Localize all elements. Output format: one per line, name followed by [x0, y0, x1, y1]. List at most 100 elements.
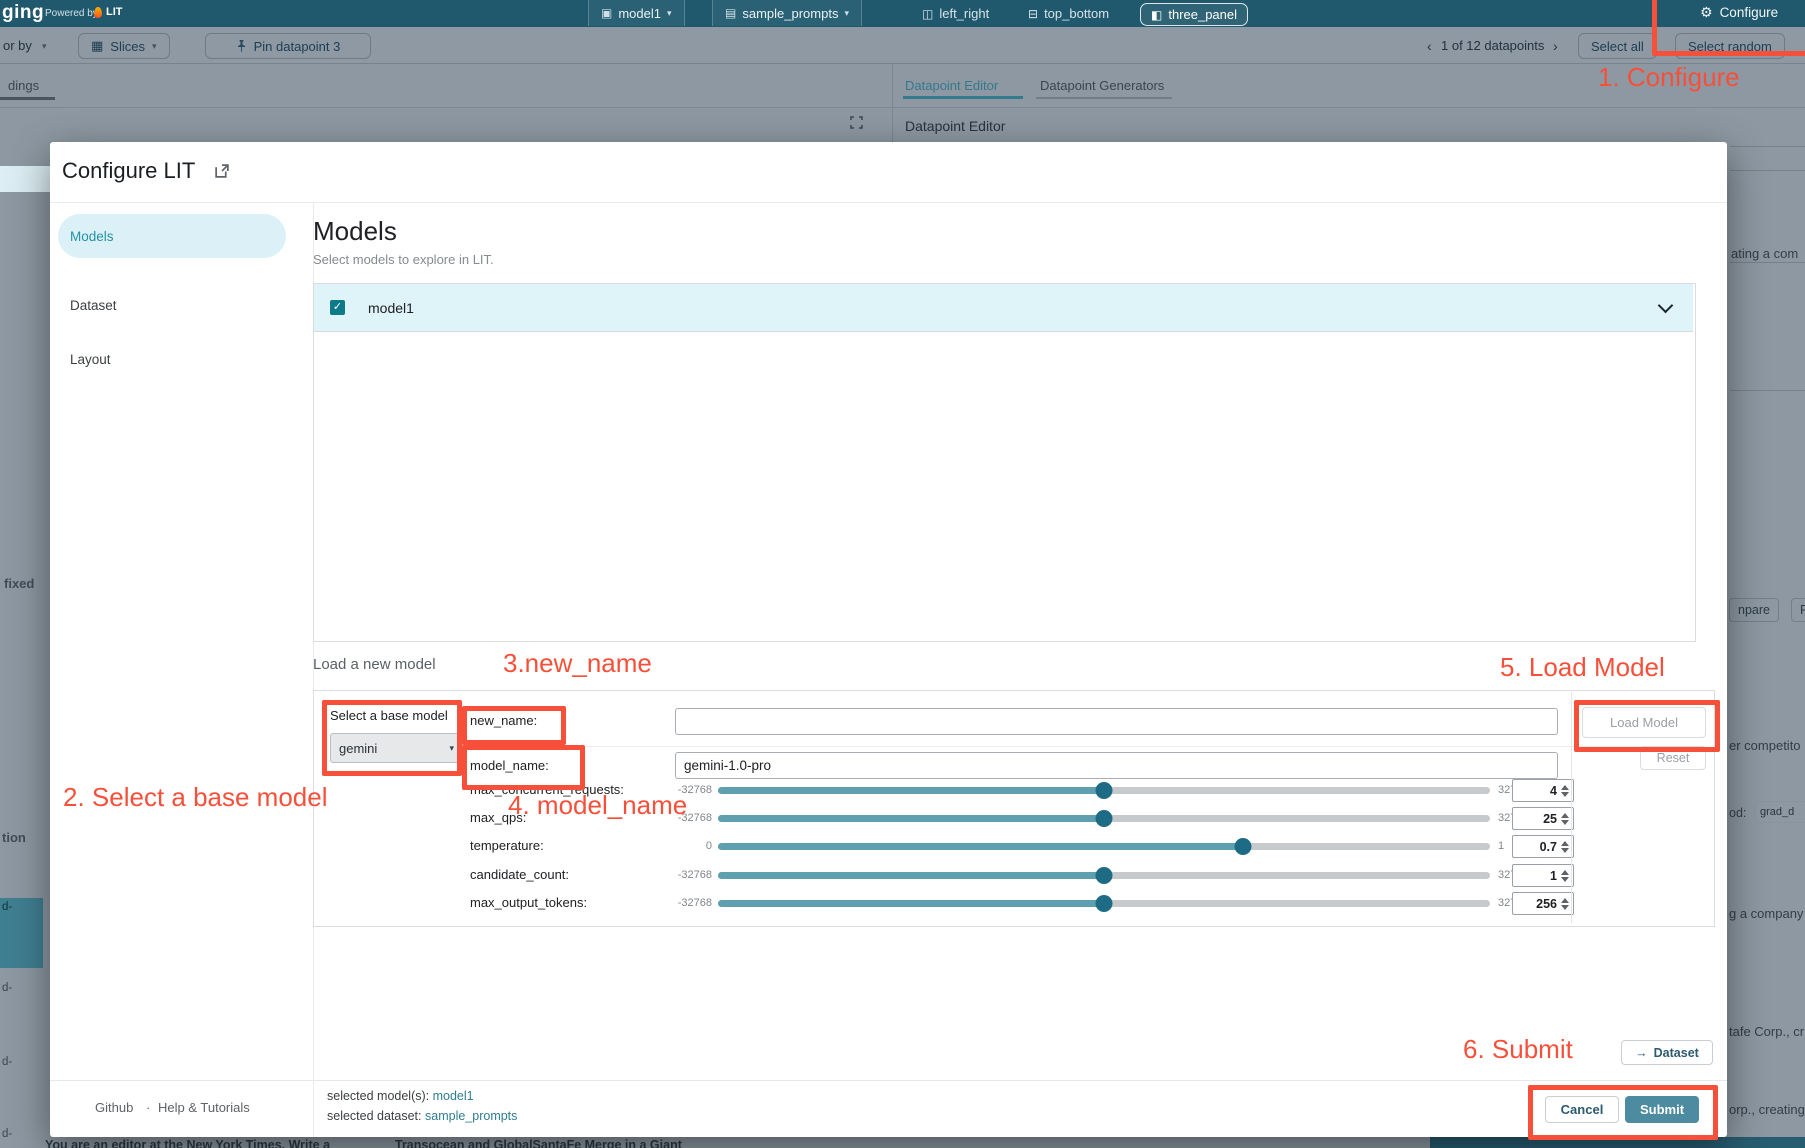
background-text: orp., creating	[1729, 1102, 1805, 1117]
slider-thumb[interactable]	[1095, 810, 1113, 827]
background-text: ating a com	[1731, 246, 1799, 261]
background-line	[1730, 170, 1805, 171]
annotation-box-configure	[1652, 0, 1805, 56]
annotation-box-new-name	[462, 706, 566, 745]
dot-separator: ·	[146, 1100, 151, 1115]
layout-three-panel-icon: ◧	[1151, 7, 1163, 22]
max-output-tokens-slider[interactable]	[718, 895, 1490, 912]
powered-by-label: Powered by	[45, 8, 98, 19]
sidebar-item-dataset[interactable]: Dataset	[70, 298, 117, 313]
base-model-select[interactable]: gemini ▾	[330, 733, 463, 763]
new-name-input[interactable]	[675, 708, 1558, 735]
slider-min: -32768	[677, 812, 712, 824]
cancel-button[interactable]: Cancel	[1545, 1096, 1619, 1123]
slider-min: -32768	[677, 784, 712, 796]
background-button: P	[1791, 598, 1805, 622]
slider-min: 0	[705, 840, 712, 852]
dataset-selector-chip[interactable]: ▤ sample_prompts ▾	[712, 0, 862, 26]
prev-datapoint-button[interactable]: ‹	[1427, 38, 1432, 54]
stepper-arrows-icon[interactable]	[1561, 869, 1569, 882]
form-row-divider	[470, 746, 1700, 747]
background-selected-block	[0, 898, 43, 968]
model1-row[interactable]	[314, 284, 1693, 332]
sidebar-item-layout[interactable]: Layout	[70, 352, 111, 367]
slider-thumb[interactable]	[1095, 895, 1113, 912]
select-all-button[interactable]: Select all	[1578, 33, 1657, 59]
header-divider	[50, 202, 1727, 203]
tab-embeddings-truncated: dings	[8, 78, 40, 93]
max-concurrent-requests-stepper[interactable]: 4	[1512, 779, 1574, 802]
candidate-count-slider[interactable]	[718, 867, 1490, 884]
annotation-box-model-name	[462, 745, 585, 790]
models-list	[313, 283, 1696, 642]
selected-model-link[interactable]: model1	[432, 1089, 474, 1103]
base-model-label: Select a base model	[330, 708, 448, 723]
color-by-dropdown[interactable]: or by	[3, 38, 32, 53]
layout-top-bottom-icon: ⊟	[1028, 6, 1039, 21]
max-qps-slider[interactable]	[718, 810, 1490, 827]
arrow-right-icon: →	[1635, 1045, 1648, 1060]
dataset-icon: ▤	[725, 6, 737, 20]
pin-datapoint-button[interactable]: Pin datapoint 3	[205, 33, 371, 59]
lit-brand-label: LIT	[106, 6, 123, 18]
model-icon: ▣	[601, 6, 613, 20]
layout-left-right-icon: ◫	[922, 6, 934, 21]
max-qps-stepper[interactable]: 25	[1512, 807, 1574, 830]
model-name-label: model_name:	[470, 758, 549, 773]
github-link[interactable]: Github	[95, 1100, 134, 1115]
slider-label: max_output_tokens:	[470, 895, 588, 910]
base-model-value: gemini	[339, 740, 378, 756]
selected-dataset-label: selected dataset: sample_prompts	[327, 1109, 518, 1123]
stepper-arrows-icon[interactable]	[1561, 897, 1569, 910]
slider-thumb[interactable]	[1095, 867, 1113, 884]
background-selected-row	[0, 166, 50, 192]
background-text: d-	[2, 901, 13, 913]
help-tutorials-link[interactable]: Help & Tutorials	[158, 1100, 250, 1115]
load-model-button[interactable]: Load Model	[1582, 707, 1706, 738]
annotation-step5: 5. Load Model	[1500, 652, 1665, 682]
tab-datapoint-generators: Datapoint Generators	[1040, 78, 1165, 93]
annotation-step3: 3.new_name	[503, 648, 652, 678]
slices-button[interactable]: ▦ Slices ▾	[78, 33, 170, 59]
submit-button[interactable]: Submit	[1625, 1096, 1699, 1123]
max-output-tokens-stepper[interactable]: 256	[1512, 892, 1574, 915]
slider-thumb[interactable]	[1234, 838, 1252, 855]
go-to-dataset-button[interactable]: → Dataset	[1621, 1040, 1713, 1065]
sidebar-item-models[interactable]	[58, 214, 286, 258]
select-random-button[interactable]: Select random	[1675, 33, 1785, 59]
top-app-bar: ging Powered by LIT ▣ model1 ▾ ▤ sample_…	[0, 0, 1805, 27]
selected-dataset-link[interactable]: sample_prompts	[425, 1109, 518, 1123]
candidate-count-stepper[interactable]: 1	[1512, 864, 1574, 887]
layout-tab-top-bottom[interactable]: ⊟ top_bottom	[1028, 6, 1110, 21]
chevron-down-icon: ▾	[844, 7, 849, 18]
stepper-arrows-icon[interactable]	[1561, 812, 1569, 825]
model-selector-chip[interactable]: ▣ model1 ▾	[588, 0, 685, 26]
open-in-new-icon[interactable]	[214, 163, 230, 179]
temperature-slider[interactable]	[718, 838, 1490, 855]
sidebar-item-models-label: Models	[70, 229, 114, 244]
configure-button[interactable]: ⚙ Configure	[1700, 4, 1779, 20]
temperature-stepper[interactable]: 0.7	[1512, 835, 1574, 858]
chevron-down-icon: ▾	[666, 7, 672, 18]
slider-row-max-output-tokens: max_output_tokens: -32768 32767 256	[462, 892, 1574, 915]
next-datapoint-button[interactable]: ›	[1553, 38, 1558, 54]
sidebar-divider	[313, 202, 314, 1137]
panel-divider-vertical	[892, 64, 893, 142]
datapoint-pagination: 1 of 12 datapoints	[1441, 38, 1545, 53]
inactive-tab-underline	[1036, 97, 1172, 99]
max-concurrent-requests-slider[interactable]	[718, 782, 1490, 799]
background-text: od:	[1729, 806, 1747, 820]
layout-tab-three-panel[interactable]: ◧ three_panel	[1140, 3, 1249, 26]
model-name-input[interactable]	[675, 752, 1558, 779]
background-text: Transocean and GlobalSantaFe Merge in a …	[395, 1138, 682, 1148]
slider-label: candidate_count:	[470, 867, 570, 882]
slider-thumb[interactable]	[1095, 782, 1113, 799]
stepper-arrows-icon[interactable]	[1561, 840, 1569, 853]
selected-model-label: selected model(s): model1	[327, 1089, 474, 1103]
active-tab-underline	[903, 96, 1023, 99]
layout-tab-left-right[interactable]: ◫ left_right	[922, 6, 990, 21]
model1-checkbox[interactable]: ✓	[330, 300, 345, 315]
stepper-arrows-icon[interactable]	[1561, 784, 1569, 797]
background-text: You are an editor at the New York Times.…	[45, 1138, 331, 1148]
